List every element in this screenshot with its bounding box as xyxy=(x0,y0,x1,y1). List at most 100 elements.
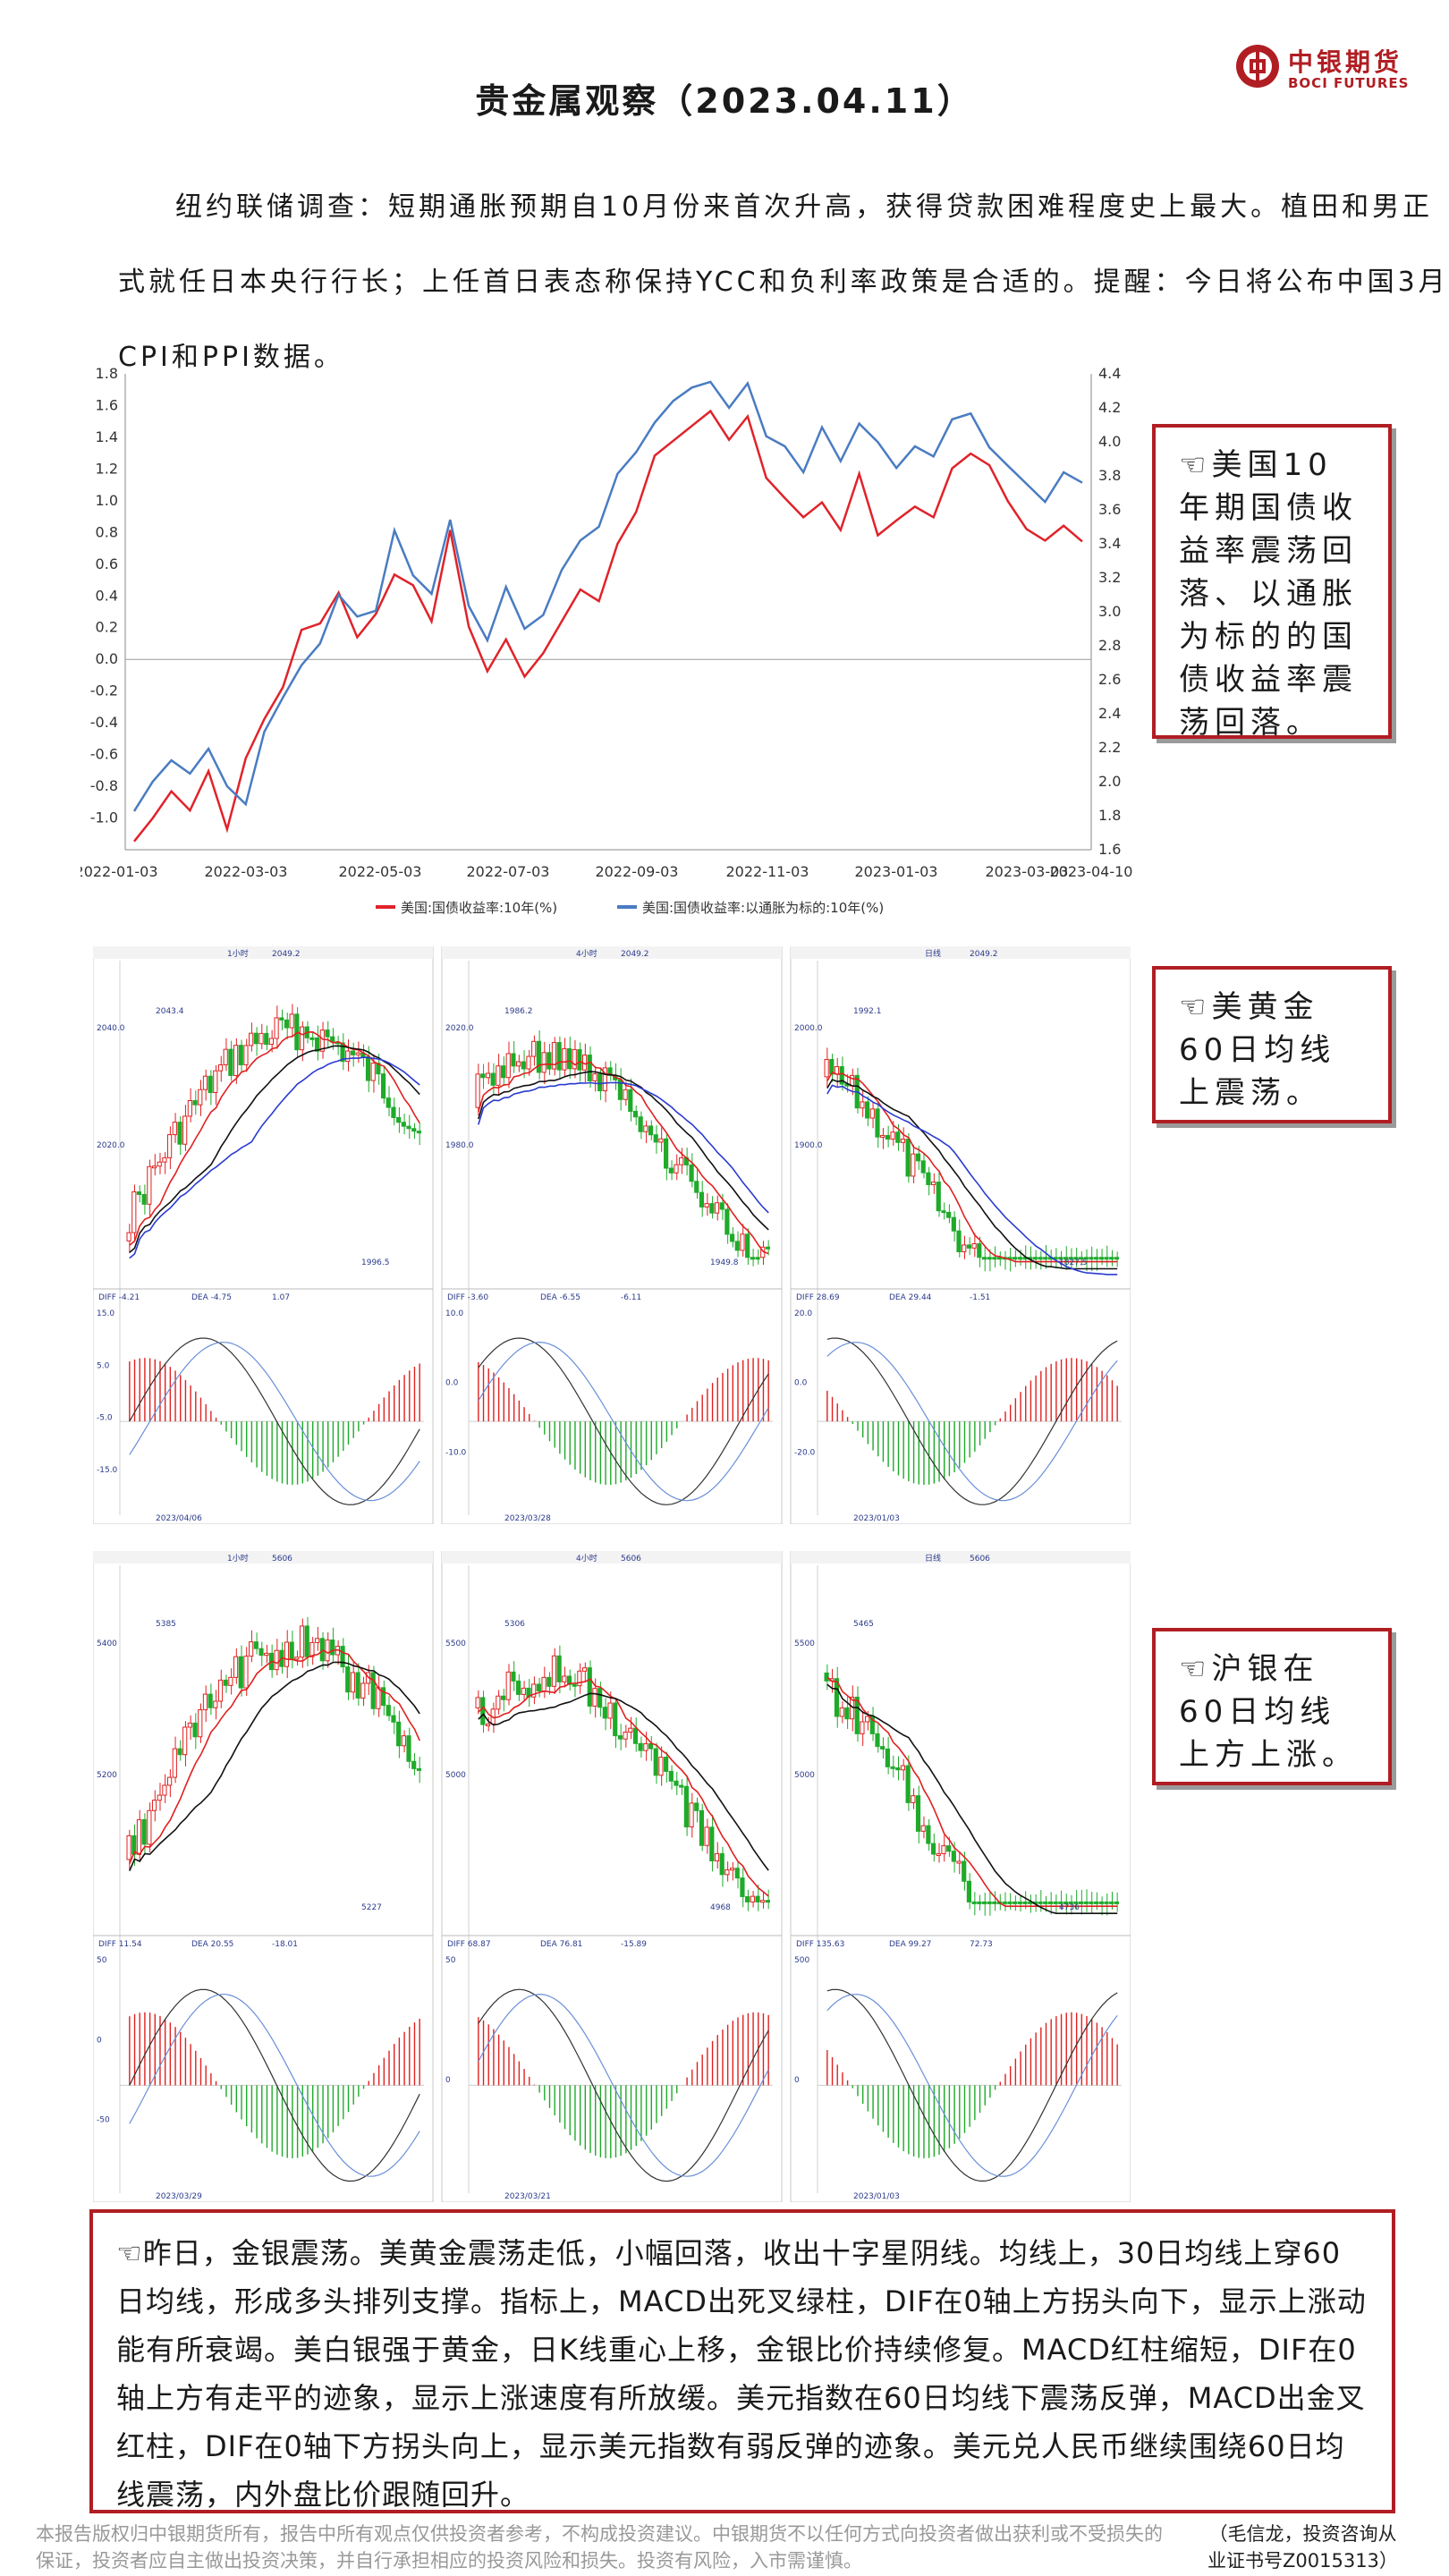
candle-body xyxy=(511,1053,516,1067)
candle-body xyxy=(299,1026,305,1051)
candle-body xyxy=(547,1676,552,1687)
candle-body xyxy=(824,1058,829,1078)
candle-body xyxy=(915,1795,921,1832)
candle-body xyxy=(162,1157,167,1163)
candle-body xyxy=(729,1233,735,1242)
candle-body xyxy=(1053,1901,1058,1904)
macd-dea: DEA 76.81 xyxy=(540,1940,582,1949)
candle-body xyxy=(875,1733,880,1748)
candle-body xyxy=(719,1852,724,1876)
panel-high-label: 5606 xyxy=(970,1555,990,1563)
ma-red-line xyxy=(826,1072,1118,1263)
intro-line-1: 纽约联储调查：短期通胀预期自10月份来首次升高，获得贷款困难程度史上最大。植田和… xyxy=(175,191,1434,223)
candle-body xyxy=(1043,1901,1048,1904)
candle-body xyxy=(562,1047,567,1071)
candle-body xyxy=(962,1244,967,1253)
candle-body xyxy=(658,1138,664,1143)
candle-body xyxy=(1047,1901,1054,1904)
candle-body xyxy=(208,1693,213,1708)
candle-body xyxy=(729,1868,735,1871)
candle-body xyxy=(1068,1257,1073,1260)
candle-body xyxy=(740,1877,745,1897)
candle-body xyxy=(941,1210,946,1214)
panel-period: 4小时 xyxy=(576,1553,597,1563)
candle-body xyxy=(592,1073,597,1081)
candle-body xyxy=(750,1895,755,1902)
candle-body xyxy=(521,1061,526,1070)
candle-body xyxy=(709,1203,715,1214)
summary-text: ☜昨日，金银震荡。美黄金震荡走低，小幅回落，收出十字星阴线。均线上，30日均线上… xyxy=(116,2236,1367,2512)
candle-body xyxy=(516,1680,521,1695)
candle-body xyxy=(136,1818,142,1855)
candle-body xyxy=(689,1802,694,1828)
macd-tick-label: 5.0 xyxy=(97,1361,110,1370)
macd-dif-line xyxy=(478,1337,769,1505)
macd-value: -1.51 xyxy=(970,1293,990,1302)
candle-body xyxy=(880,1134,886,1138)
kline-panel-2: 4小时 5606 5500 5000 5306 4968 DIFF 68.87 DEA 76.… xyxy=(441,1550,783,2203)
candle-body xyxy=(668,1167,674,1174)
candle-body xyxy=(981,1257,987,1260)
macd-dif-line xyxy=(826,1337,1118,1505)
kline-panel-2: 4小时 2049.2 2020.0 1980.0 1986.2 1949.8 DIFF -3… xyxy=(441,945,783,1525)
candle-body xyxy=(623,1732,628,1740)
macd-dea: DEA 29.44 xyxy=(889,1293,932,1302)
candle-body xyxy=(157,1794,162,1801)
footer-author: （毛信龙，投资咨询从 业证书号Z0015313） xyxy=(1208,2521,1398,2574)
low-label: 1996.5 xyxy=(361,1258,390,1267)
low-label: 4736 xyxy=(1059,1903,1080,1912)
candle-body xyxy=(890,1131,895,1140)
y-left-tick-label: -0.6 xyxy=(90,746,118,763)
y-right-tick-label: 2.4 xyxy=(1098,705,1121,722)
candle-body xyxy=(147,1809,152,1845)
x-tick-label: 2022-11-03 xyxy=(726,863,809,880)
candle-body xyxy=(258,1032,264,1045)
candle-body xyxy=(860,1101,865,1109)
candle-body xyxy=(202,1693,208,1711)
candle-body xyxy=(930,1182,936,1185)
macd-tick-label: -20.0 xyxy=(794,1448,816,1457)
candle-body xyxy=(1083,1257,1089,1260)
candle-body xyxy=(760,1900,766,1903)
y-left-tick-label: 0.2 xyxy=(96,619,118,636)
candle-body xyxy=(581,1667,588,1672)
candle-body xyxy=(1058,1901,1063,1904)
macd-dea: DEA 99.27 xyxy=(889,1940,931,1949)
macd-tick-label: 20.0 xyxy=(794,1309,812,1318)
candle-body xyxy=(597,1688,603,1708)
candle-body xyxy=(258,1648,264,1657)
candle-body xyxy=(683,1785,689,1828)
candle-body xyxy=(946,1845,952,1852)
candle-body xyxy=(182,1726,188,1756)
candle-body xyxy=(177,1748,182,1756)
candle-body xyxy=(531,1683,537,1698)
candle-body xyxy=(694,1802,699,1811)
candle-body xyxy=(895,1131,901,1143)
low-label: 1949.8 xyxy=(710,1258,739,1267)
ma-black-line xyxy=(478,1071,769,1231)
candle-body xyxy=(391,1715,396,1723)
macd-dea-line xyxy=(826,1342,1118,1502)
candle-body xyxy=(284,1641,290,1667)
boci-logo: 中银期货 BOCI FUTURES xyxy=(1234,39,1413,97)
candle-body xyxy=(167,1134,173,1158)
candle-body xyxy=(617,1079,623,1100)
y-right-tick-label: 4.4 xyxy=(1098,365,1121,382)
x-tick-label: 2023-03-03 xyxy=(986,863,1069,880)
candle-body xyxy=(844,1707,850,1720)
candle-body xyxy=(865,1101,870,1119)
kline-panel-1: 1小时 2049.2 2040.0 2020.0 2043.4 1996.5 DIFF -4… xyxy=(92,945,434,1525)
candle-body xyxy=(915,1153,921,1162)
candle-body xyxy=(274,1649,279,1671)
candle-body xyxy=(401,1122,406,1127)
candle-body xyxy=(628,1727,633,1733)
candle-body xyxy=(500,1695,506,1700)
candle-body xyxy=(1109,1257,1114,1260)
candle-body xyxy=(566,1047,572,1070)
y-left-tick-label: -0.4 xyxy=(90,714,118,731)
candle-body xyxy=(370,1063,376,1081)
gold-kline-panels: 1小时 2049.2 2040.0 2020.0 2043.4 1996.5 DIFF -4… xyxy=(92,945,1131,1525)
candle-body xyxy=(664,1138,669,1169)
candle-body xyxy=(526,1055,531,1070)
